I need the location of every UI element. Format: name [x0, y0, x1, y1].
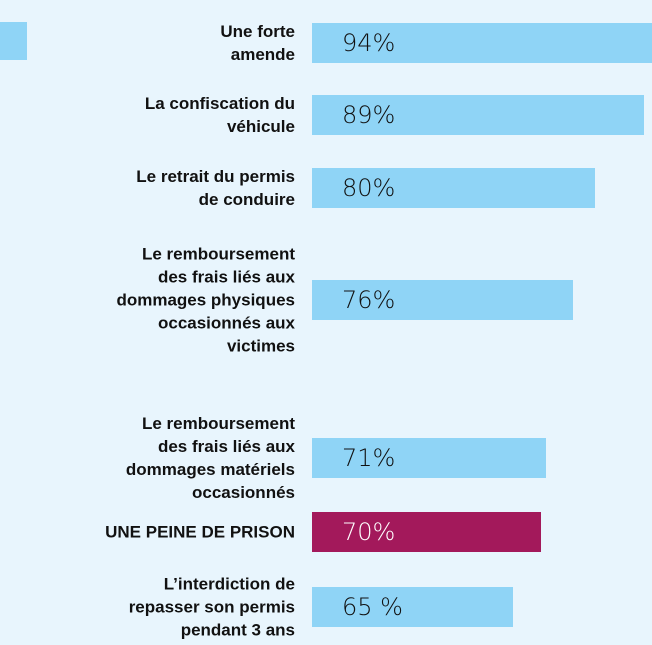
value-label: 76%: [342, 286, 396, 314]
category-label: UNE PEINE DE PRISON: [105, 522, 295, 542]
value-label: 71%: [342, 444, 396, 472]
bar: [312, 280, 574, 320]
category-label: Le retrait du permis de conduire: [136, 167, 295, 209]
bar: [312, 168, 596, 208]
category-label: L’interdiction de repasser son permis pe…: [128, 574, 295, 640]
value-label: 80%: [342, 174, 396, 202]
category-label: Le remboursement des frais liés aux domm…: [125, 414, 295, 502]
category-label: Le remboursement des frais liés aux domm…: [116, 244, 295, 356]
partial-bar: [0, 22, 27, 60]
bar: [312, 512, 541, 552]
value-label: 70%: [342, 518, 396, 546]
value-label: 65 %: [342, 593, 403, 621]
bar: [312, 95, 645, 135]
value-label: 89%: [342, 101, 396, 129]
category-label: La confiscation du véhicule: [144, 94, 295, 136]
bar: [312, 23, 652, 63]
bar: [312, 587, 514, 627]
category-label: Une forte amende: [220, 22, 295, 64]
value-label: 94%: [342, 29, 396, 57]
bar: [312, 438, 547, 478]
